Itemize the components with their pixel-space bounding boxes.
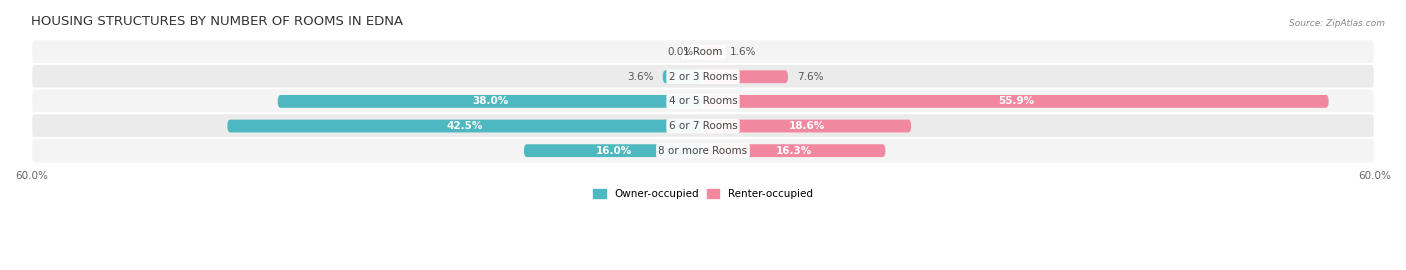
Text: HOUSING STRUCTURES BY NUMBER OF ROOMS IN EDNA: HOUSING STRUCTURES BY NUMBER OF ROOMS IN…: [31, 15, 404, 28]
FancyBboxPatch shape: [31, 39, 1375, 65]
Text: 2 or 3 Rooms: 2 or 3 Rooms: [669, 72, 737, 82]
Text: 3.6%: 3.6%: [627, 72, 654, 82]
Text: 1.6%: 1.6%: [730, 47, 756, 57]
Text: 42.5%: 42.5%: [447, 121, 484, 131]
FancyBboxPatch shape: [31, 138, 1375, 163]
Text: 0.0%: 0.0%: [668, 47, 695, 57]
FancyBboxPatch shape: [31, 89, 1375, 114]
FancyBboxPatch shape: [703, 46, 721, 59]
Text: 1 Room: 1 Room: [683, 47, 723, 57]
Text: 6 or 7 Rooms: 6 or 7 Rooms: [669, 121, 737, 131]
FancyBboxPatch shape: [228, 120, 703, 133]
Text: 16.3%: 16.3%: [776, 146, 813, 156]
FancyBboxPatch shape: [31, 64, 1375, 90]
FancyBboxPatch shape: [662, 70, 703, 83]
Text: 38.0%: 38.0%: [472, 96, 509, 106]
Text: 18.6%: 18.6%: [789, 121, 825, 131]
FancyBboxPatch shape: [31, 113, 1375, 139]
Text: 7.6%: 7.6%: [797, 72, 824, 82]
FancyBboxPatch shape: [703, 70, 789, 83]
Text: 55.9%: 55.9%: [998, 96, 1033, 106]
FancyBboxPatch shape: [277, 95, 703, 108]
FancyBboxPatch shape: [524, 144, 703, 157]
Text: Source: ZipAtlas.com: Source: ZipAtlas.com: [1289, 19, 1385, 28]
FancyBboxPatch shape: [703, 95, 1329, 108]
FancyBboxPatch shape: [703, 120, 911, 133]
Text: 16.0%: 16.0%: [595, 146, 631, 156]
FancyBboxPatch shape: [703, 144, 886, 157]
Legend: Owner-occupied, Renter-occupied: Owner-occupied, Renter-occupied: [589, 185, 817, 203]
Text: 8 or more Rooms: 8 or more Rooms: [658, 146, 748, 156]
Text: 4 or 5 Rooms: 4 or 5 Rooms: [669, 96, 737, 106]
